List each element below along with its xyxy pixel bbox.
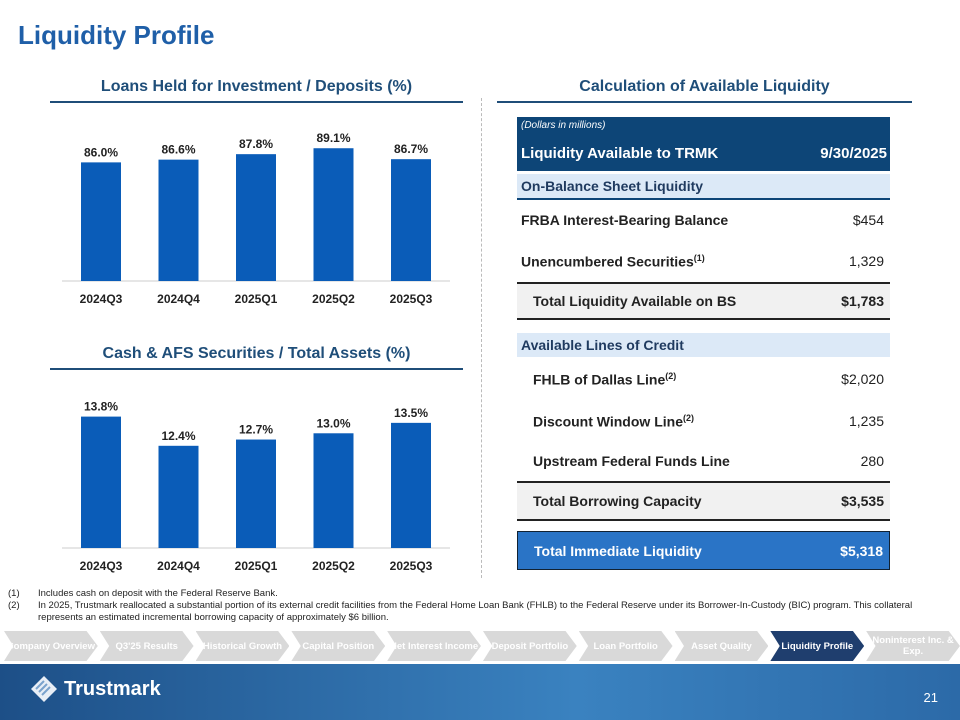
label: Total Liquidity Available on BS — [533, 293, 737, 309]
chart2-title: Cash & AFS Securities / Total Assets (%) — [50, 345, 463, 370]
footnote-num: (2) — [8, 600, 20, 611]
value: $454 — [852, 212, 884, 228]
row-frba: FRBA Interest-Bearing Balance $454 — [517, 207, 890, 233]
value: 280 — [860, 453, 884, 469]
x-tick-label: 2025Q2 — [312, 559, 355, 573]
value: 1,235 — [848, 413, 884, 429]
data-label: 86.0% — [84, 145, 118, 159]
data-label: 86.7% — [394, 142, 428, 156]
x-tick-label: 2025Q3 — [390, 292, 433, 306]
label: FHLB of Dallas Line — [533, 371, 666, 388]
data-label: 89.1% — [316, 131, 350, 145]
nav-item[interactable]: Historical Growth — [195, 631, 290, 661]
bar-2025Q1 — [236, 439, 276, 548]
footnote-text: In 2025, Trustmark reallocated a substan… — [38, 600, 913, 623]
row-discount: Discount Window Line(2) 1,235 — [517, 408, 890, 434]
data-label: 13.5% — [394, 406, 428, 420]
bar-2024Q3 — [81, 162, 121, 281]
footer-bar — [0, 664, 960, 720]
bar-2025Q3 — [391, 159, 431, 281]
loans-deposits-chart: 86.0% 2024Q3 86.6% 2024Q4 87.8% 2025Q1 89.1% 20… — [62, 131, 450, 306]
footnote-ref: (2) — [665, 370, 677, 381]
cash-securities-chart: 13.8% 2024Q3 12.4% 2024Q4 12.7% 2025Q1 13.0% 20… — [62, 400, 450, 573]
header-date: 9/30/2025 — [820, 145, 887, 162]
nav-item[interactable]: Q3'25 Results — [99, 631, 194, 661]
row-total-bs: Total Liquidity Available on BS $1,783 — [517, 282, 890, 320]
x-tick-label: 2024Q4 — [157, 559, 200, 573]
label: Discount Window Line — [533, 413, 683, 430]
x-tick-label: 2024Q3 — [80, 559, 123, 573]
row-fhlb: FHLB of Dallas Line(2) $2,020 — [517, 366, 890, 392]
label: Total Borrowing Capacity — [533, 493, 702, 509]
data-label: 12.4% — [161, 429, 195, 443]
label: FRBA Interest-Bearing Balance — [521, 212, 729, 228]
data-label: 12.7% — [239, 423, 273, 437]
on-bs-label: On-Balance Sheet Liquidity — [521, 178, 704, 194]
nav-item[interactable]: Asset Quality — [674, 631, 769, 661]
label: Unencumbered Securities — [521, 253, 694, 270]
logo-mark-icon — [31, 676, 57, 702]
bar-2024Q3 — [81, 416, 121, 548]
value: 1,329 — [848, 253, 884, 269]
x-tick-label: 2024Q4 — [157, 292, 200, 306]
chart1-title: Loans Held for Investment / Deposits (%) — [50, 78, 463, 103]
bar-2024Q4 — [158, 445, 199, 548]
table-title: Calculation of Available Liquidity — [497, 78, 912, 103]
nav-item[interactable]: Capital Position — [291, 631, 386, 661]
footnote-num: (1) — [8, 588, 20, 599]
footnote-1: (1) Includes cash on deposit with the Fed… — [8, 588, 948, 600]
nav-item[interactable]: Loan Portfolio — [578, 631, 673, 661]
lines-header: Available Lines of Credit — [517, 333, 890, 357]
section-nav: Company Overview Q3'25 Results Historical … — [0, 631, 960, 661]
row-unencumbered: Unencumbered Securities(1) 1,329 — [517, 248, 890, 274]
table-header: (Dollars in millions) Liquidity Availabl… — [517, 117, 890, 171]
x-tick-label: 2025Q3 — [390, 559, 433, 573]
label: Upstream Federal Funds Line — [533, 453, 730, 469]
header-label: Liquidity Available to TRMK — [521, 145, 719, 162]
nav-item[interactable]: Company Overview — [4, 631, 98, 661]
trustmark-logo: Trustmark — [30, 675, 161, 703]
data-label: 13.0% — [316, 416, 350, 430]
value: $3,535 — [841, 493, 884, 509]
on-bs-header: On-Balance Sheet Liquidity — [517, 174, 890, 200]
bar-2025Q1 — [236, 154, 276, 281]
x-tick-label: 2025Q1 — [235, 292, 278, 306]
bar-2025Q2 — [313, 148, 354, 281]
footnotes: (1) Includes cash on deposit with the Fed… — [8, 588, 948, 624]
units-note: (Dollars in millions) — [521, 120, 606, 131]
x-tick-label: 2024Q3 — [80, 292, 123, 306]
label: Total Immediate Liquidity — [534, 542, 702, 559]
logo-text: Trustmark — [64, 677, 161, 700]
row-total-borrowing: Total Borrowing Capacity $3,535 — [517, 481, 890, 521]
nav-item[interactable]: Noninterest Inc. & Exp. — [866, 631, 960, 661]
divider — [481, 98, 482, 578]
bar-2024Q4 — [158, 159, 199, 281]
row-upstream: Upstream Federal Funds Line 280 — [517, 448, 890, 474]
footnote-text: Includes cash on deposit with the Federa… — [38, 588, 278, 599]
bar-2025Q2 — [313, 433, 354, 548]
data-label: 86.6% — [161, 143, 195, 157]
footnote-ref: (1) — [693, 252, 705, 263]
value: $2,020 — [841, 371, 884, 387]
x-tick-label: 2025Q2 — [312, 292, 355, 306]
bar-2025Q3 — [391, 422, 431, 548]
lines-label: Available Lines of Credit — [521, 337, 684, 353]
x-tick-label: 2025Q1 — [235, 559, 278, 573]
nav-item[interactable]: Liquidity Profile — [770, 631, 865, 661]
row-total-immediate: Total Immediate Liquidity $5,318 — [517, 531, 890, 570]
page-number: 21 — [923, 690, 938, 705]
data-label: 13.8% — [84, 400, 118, 414]
page-title: Liquidity Profile — [18, 20, 215, 50]
value: $5,318 — [840, 542, 883, 559]
nav-item[interactable]: Net Interest Income — [387, 631, 481, 661]
nav-item[interactable]: Deposit Portfolio — [482, 631, 577, 661]
data-label: 87.8% — [239, 137, 273, 151]
footnote-2: (2) In 2025, Trustmark reallocated a subs… — [8, 600, 948, 624]
value: $1,783 — [841, 293, 884, 309]
footnote-ref: (2) — [682, 412, 694, 423]
